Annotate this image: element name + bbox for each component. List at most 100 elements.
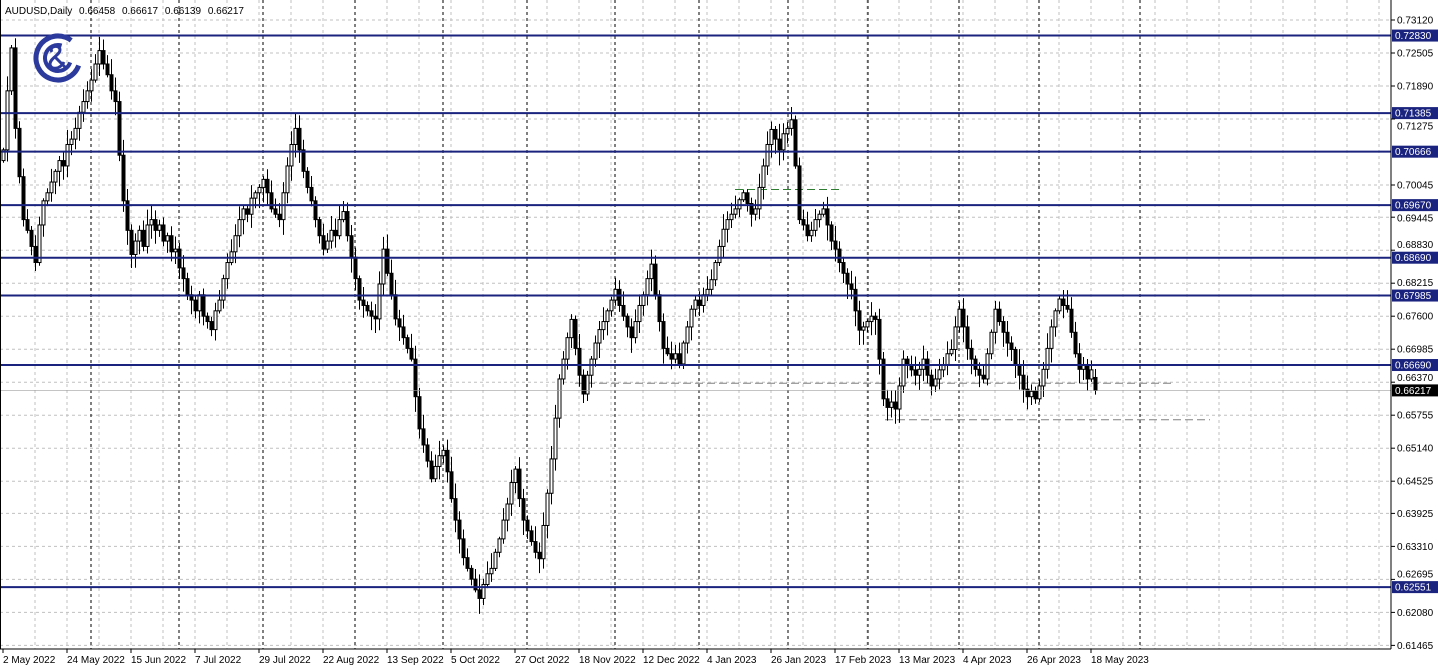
bull-candle-body [761,165,766,188]
candle [797,157,802,224]
bull-candle-body [901,358,906,387]
bull-candle-body [1057,298,1062,312]
bull-candle-body [377,283,382,320]
bull-candle-body [989,331,994,355]
bear-candle-body [405,337,410,349]
bull-candle-body [509,482,514,505]
candle [593,335,598,367]
candle [397,309,402,341]
candle [989,329,994,360]
x-tick-label: 2 May 2022 [3,655,56,666]
y-tick-label: 0.71275 [1397,122,1434,133]
candle [313,196,318,228]
bull-candle-body [173,248,178,253]
bull-candle-body [337,219,342,237]
bear-candle-body [517,468,522,500]
bear-candle-body [777,138,782,151]
bear-candle-body [309,186,314,202]
candle [729,202,734,229]
bear-candle-body [205,315,210,323]
level-lines[interactable]: 0.72830 0.71385 0.70666 0.69670 0.68690 0.679… [0,29,1438,594]
candle [233,224,238,264]
bear-candle-body [101,50,106,65]
bear-candle-body [429,460,434,480]
candle [85,81,90,109]
y-tick-label: 0.63925 [1397,509,1434,520]
candle [673,344,678,364]
candle [553,404,558,471]
bull-candle-body [213,310,218,331]
candle [405,334,410,354]
bull-candle-body [437,455,442,467]
bear-candle-body [1065,304,1070,310]
close-value: 0.66217 [207,6,244,17]
candle [589,356,594,388]
x-tick-label: 13 Mar 2023 [899,655,956,666]
bear-candle-body [417,396,422,430]
candle [289,131,294,181]
bull-candle-body [157,224,162,231]
candle [521,488,526,536]
bear-candle-body [525,519,530,532]
level-label-bg [1392,199,1438,212]
bull-candle-body [1045,347,1050,370]
bear-candle-body [853,288,858,312]
candle [145,209,150,254]
candle [1081,356,1086,380]
y-tick-label: 0.67600 [1397,312,1434,323]
candle [413,345,418,412]
candle [637,294,642,333]
bull-candle-body [593,342,598,360]
bear-candle-body [913,369,918,376]
bear-candle-body [425,444,430,462]
bear-candle-body [805,224,810,237]
bull-candle-body [729,213,734,221]
bear-candle-body [661,321,666,349]
candle [321,223,326,256]
open-value: 0.66458 [79,6,116,17]
bear-candle-body [981,374,986,380]
candle [545,489,550,539]
candle [153,210,158,244]
bear-candle-body [1093,376,1098,391]
bear-candle-body [1085,363,1090,380]
candle [385,234,390,277]
bear-candle-body [25,219,30,231]
bear-candle-body [1073,331,1078,355]
candle [461,529,466,566]
candle [653,255,658,300]
candle [9,44,14,95]
level-label: 0.68690 [1395,253,1432,264]
candle [201,288,206,326]
candle [777,123,782,166]
candle [985,348,990,386]
candle [225,253,230,289]
bear-candle-body [369,310,374,317]
candle [5,76,10,162]
bull-candle-body [89,79,94,92]
bull-candle-body [497,538,502,553]
bear-candle-body [273,208,278,215]
bear-candle-body [141,229,146,247]
candle [21,168,26,227]
bull-candle-body [285,165,290,194]
bull-candle-body [565,337,570,360]
bull-candle-body [77,111,82,129]
candle [889,390,894,418]
bear-candle-body [521,498,526,521]
x-tick-label: 7 Jul 2022 [195,655,242,666]
candle [785,122,790,144]
candle [1025,375,1030,410]
candle [609,296,614,317]
candle [1065,290,1070,313]
bear-candle-body [201,294,206,317]
bull-candle-body [645,278,650,296]
bull-candle-body [329,229,334,242]
candle [1001,316,1006,347]
candle [149,205,154,239]
candle [409,333,414,362]
x-tick-label: 4 Jan 2023 [707,655,757,666]
bear-candle-body [409,347,414,360]
candle [725,211,730,243]
